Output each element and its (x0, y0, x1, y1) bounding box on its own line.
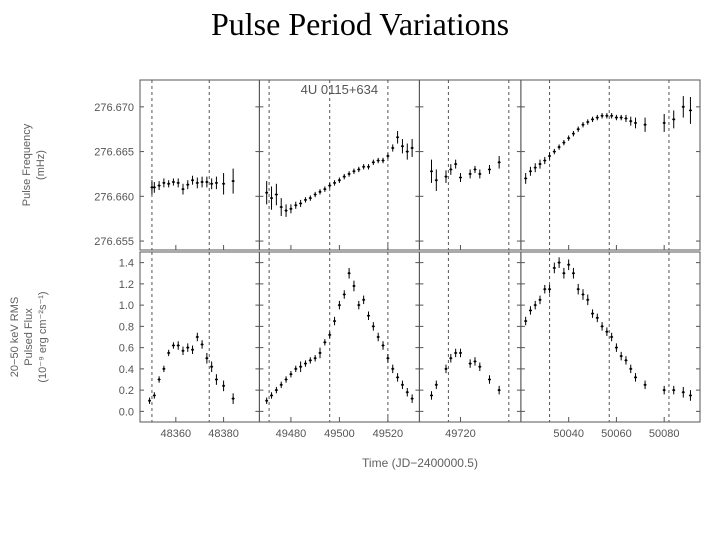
svg-text:49720: 49720 (445, 428, 476, 440)
svg-text:276.665: 276.665 (94, 147, 134, 159)
svg-text:48380: 48380 (208, 428, 239, 440)
svg-text:50080: 50080 (649, 428, 680, 440)
svg-text:0.2: 0.2 (119, 385, 134, 397)
svg-text:1.2: 1.2 (119, 279, 134, 291)
svg-text:50040: 50040 (553, 428, 584, 440)
svg-text:1.0: 1.0 (119, 300, 134, 312)
svg-text:1.4: 1.4 (119, 258, 134, 270)
svg-text:48360: 48360 (161, 428, 192, 440)
chart-svg: Pulse Frequency(mHz) 20−50 keV RMSPulsed … (0, 70, 720, 530)
svg-text:276.660: 276.660 (94, 191, 134, 203)
svg-text:0.0: 0.0 (119, 406, 134, 418)
svg-text:4U 0115+634: 4U 0115+634 (301, 82, 378, 97)
svg-text:0.6: 0.6 (119, 343, 134, 355)
svg-text:0.4: 0.4 (119, 364, 134, 376)
svg-text:(10⁻⁹ erg cm⁻²s⁻¹): (10⁻⁹ erg cm⁻²s⁻¹) (37, 291, 49, 382)
svg-text:49480: 49480 (276, 428, 307, 440)
svg-text:Pulsed Flux: Pulsed Flux (23, 308, 35, 366)
svg-text:20−50 keV RMS: 20−50 keV RMS (9, 297, 21, 377)
svg-text:Pulse Frequency: Pulse Frequency (21, 123, 33, 206)
svg-text:50060: 50060 (601, 428, 632, 440)
svg-text:276.670: 276.670 (94, 102, 134, 114)
svg-text:Time (JD−2400000.5): Time (JD−2400000.5) (362, 456, 478, 470)
svg-text:(mHz): (mHz) (35, 150, 47, 180)
svg-text:49500: 49500 (324, 428, 355, 440)
svg-text:0.8: 0.8 (119, 321, 134, 333)
svg-text:276.655: 276.655 (94, 236, 134, 248)
svg-text:49520: 49520 (373, 428, 404, 440)
slide-title: Pulse Period Variations (0, 6, 720, 43)
plot-area: Pulse Frequency(mHz) 20−50 keV RMSPulsed … (0, 70, 720, 530)
